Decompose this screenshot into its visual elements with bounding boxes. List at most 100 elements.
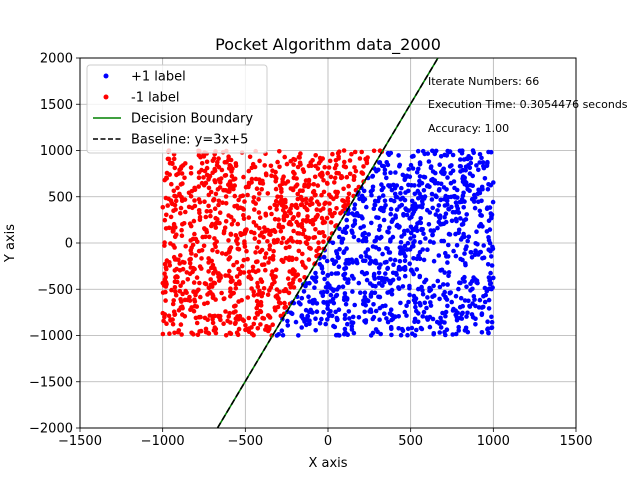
point-positive bbox=[385, 266, 390, 272]
point-negative bbox=[288, 186, 294, 191]
point-positive bbox=[404, 303, 409, 309]
point-positive bbox=[376, 275, 382, 281]
point-positive bbox=[400, 284, 406, 289]
point-positive bbox=[396, 264, 402, 270]
point-positive bbox=[488, 249, 493, 254]
point-negative bbox=[344, 174, 350, 180]
point-negative bbox=[283, 181, 288, 186]
point-negative bbox=[294, 256, 299, 262]
point-negative bbox=[191, 218, 197, 224]
point-positive bbox=[362, 318, 367, 324]
point-negative bbox=[219, 167, 225, 173]
point-negative bbox=[199, 256, 204, 261]
point-negative bbox=[255, 292, 261, 297]
point-negative bbox=[228, 232, 234, 237]
point-negative bbox=[238, 269, 243, 275]
point-negative bbox=[343, 164, 349, 170]
point-positive bbox=[310, 300, 316, 306]
point-negative bbox=[319, 192, 324, 198]
point-negative bbox=[324, 215, 330, 221]
point-positive bbox=[387, 225, 392, 231]
point-negative bbox=[241, 216, 247, 221]
point-negative bbox=[333, 189, 338, 195]
point-positive bbox=[377, 294, 383, 300]
y-tick-label: 1500 bbox=[40, 98, 73, 113]
point-positive bbox=[425, 295, 430, 300]
point-negative bbox=[300, 167, 306, 172]
point-negative bbox=[160, 331, 166, 337]
point-negative bbox=[232, 176, 238, 182]
point-negative bbox=[259, 187, 265, 192]
point-positive bbox=[331, 323, 336, 329]
point-negative bbox=[296, 213, 301, 218]
point-negative bbox=[234, 274, 240, 279]
point-positive bbox=[477, 208, 483, 214]
point-positive bbox=[342, 276, 348, 281]
point-positive bbox=[416, 196, 421, 201]
point-positive bbox=[319, 264, 325, 269]
point-negative bbox=[311, 188, 317, 194]
point-negative bbox=[295, 191, 301, 197]
point-positive bbox=[407, 283, 412, 289]
point-negative bbox=[291, 228, 296, 234]
point-positive bbox=[388, 280, 393, 286]
point-negative bbox=[267, 288, 272, 293]
point-positive bbox=[356, 315, 362, 320]
point-positive bbox=[398, 245, 404, 251]
point-positive bbox=[475, 242, 480, 247]
point-negative bbox=[295, 272, 301, 278]
point-positive bbox=[397, 258, 403, 264]
point-positive bbox=[457, 148, 463, 154]
point-positive bbox=[462, 279, 467, 284]
point-positive bbox=[482, 299, 488, 305]
point-positive bbox=[405, 326, 411, 332]
point-negative bbox=[251, 332, 256, 338]
point-positive bbox=[390, 234, 396, 240]
point-negative bbox=[291, 162, 296, 167]
point-positive bbox=[462, 178, 467, 183]
point-negative bbox=[213, 191, 219, 197]
point-negative bbox=[202, 199, 207, 204]
point-positive bbox=[441, 166, 447, 172]
point-positive bbox=[384, 160, 390, 165]
point-negative bbox=[304, 241, 310, 247]
point-positive bbox=[317, 321, 323, 326]
point-positive bbox=[445, 282, 450, 287]
point-positive bbox=[420, 227, 426, 232]
point-negative bbox=[185, 277, 191, 282]
point-negative bbox=[288, 158, 294, 164]
point-negative bbox=[323, 200, 328, 206]
point-positive bbox=[419, 326, 425, 332]
point-positive bbox=[410, 211, 416, 217]
point-positive bbox=[367, 255, 372, 260]
point-positive bbox=[411, 255, 416, 261]
point-negative bbox=[297, 231, 302, 236]
point-negative bbox=[314, 248, 319, 254]
point-negative bbox=[212, 166, 217, 172]
point-positive bbox=[442, 196, 447, 202]
point-positive bbox=[488, 211, 494, 216]
point-negative bbox=[163, 275, 168, 280]
point-negative bbox=[274, 203, 280, 209]
point-positive bbox=[367, 261, 373, 266]
point-negative bbox=[250, 264, 256, 270]
point-positive bbox=[339, 240, 345, 245]
point-negative bbox=[233, 161, 239, 166]
point-positive bbox=[381, 164, 387, 169]
point-negative bbox=[171, 188, 177, 194]
point-positive bbox=[467, 188, 472, 193]
point-positive bbox=[453, 331, 459, 337]
point-negative bbox=[233, 320, 238, 326]
point-positive bbox=[376, 215, 381, 221]
point-positive bbox=[437, 296, 442, 302]
point-positive bbox=[489, 286, 494, 292]
point-positive bbox=[411, 234, 417, 239]
point-positive bbox=[383, 271, 388, 276]
point-negative bbox=[254, 305, 259, 311]
point-positive bbox=[416, 166, 421, 172]
point-positive bbox=[428, 303, 434, 308]
point-positive bbox=[328, 292, 334, 298]
point-positive bbox=[350, 314, 356, 320]
point-positive bbox=[358, 225, 363, 231]
